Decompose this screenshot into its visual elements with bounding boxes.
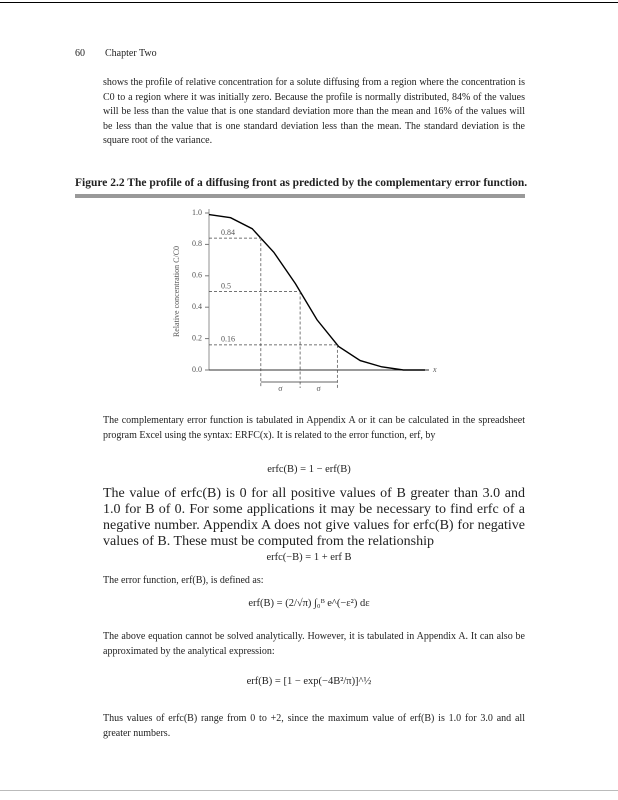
bottom-rule	[0, 790, 618, 791]
page-number: 60	[75, 48, 85, 59]
y-tick-label: 0.2	[192, 333, 202, 342]
equation: erfc(−B) = 1 + erf B	[266, 552, 352, 563]
caption-rule	[75, 194, 525, 198]
equation: erfc(B) = 1 − erf(B)	[267, 464, 351, 475]
y-tick-label: 0.8	[192, 239, 202, 248]
y-tick-label: 0.0	[192, 365, 202, 374]
y-axis-label: Relative concentration C/C0	[172, 246, 181, 337]
paragraph: The complementary error function is tabu…	[103, 415, 525, 441]
y-tick-label: 0.6	[192, 271, 202, 280]
paragraph: The above equation cannot be solved anal…	[103, 631, 525, 657]
paragraph: The error function, erf(B), is defined a…	[103, 575, 264, 586]
sigma-label: σ	[278, 384, 283, 393]
paragraph: Thus values of erfc(B) range from 0 to +…	[103, 713, 525, 739]
reference-label: 0.16	[221, 335, 235, 344]
top-rule	[0, 2, 618, 3]
equation: erf(B) = [1 − exp(−4B²/π)]^½	[246, 676, 372, 687]
paragraph: The value of erfc(B) is 0 for all positi…	[103, 486, 525, 549]
chart: x Relative concentration C/C0 0.0 0.2 0.4 0.6…	[172, 208, 437, 393]
equation: erf(B) = (2/√π) ∫₀ᴮ e^(−ε²) dε	[248, 598, 370, 609]
sigma-label: σ	[317, 384, 322, 393]
x-axis-label: x	[432, 365, 437, 374]
y-tick-label: 0.4	[192, 302, 202, 311]
chapter: Chapter Two	[105, 48, 157, 59]
reference-label: 0.84	[221, 228, 235, 237]
curve	[208, 213, 425, 371]
figure-caption: Figure 2.2 The profile of a diffusing fr…	[75, 177, 528, 189]
reference-label: 0.5	[221, 281, 231, 290]
y-tick-label: 1.0	[192, 208, 202, 217]
paragraph: shows the profile of relative concentrat…	[103, 77, 525, 146]
